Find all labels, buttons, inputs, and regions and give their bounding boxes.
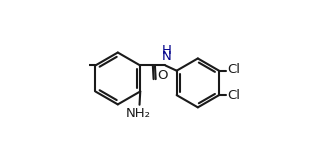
Text: Cl: Cl <box>227 63 240 76</box>
Text: Cl: Cl <box>227 89 240 102</box>
Text: O: O <box>157 69 168 82</box>
Text: N: N <box>162 50 172 63</box>
Text: H: H <box>162 44 172 57</box>
Text: NH₂: NH₂ <box>126 107 151 120</box>
